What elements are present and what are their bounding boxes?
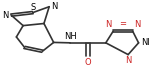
Text: NH: NH [64,32,76,41]
Text: N: N [125,56,131,65]
Text: O: O [85,58,91,67]
Text: =: = [119,19,126,28]
Text: N: N [3,11,9,20]
Text: N: N [51,2,58,11]
Text: N: N [105,20,111,29]
Text: S: S [30,3,35,12]
Text: NH: NH [141,38,149,47]
Text: N: N [134,20,140,29]
